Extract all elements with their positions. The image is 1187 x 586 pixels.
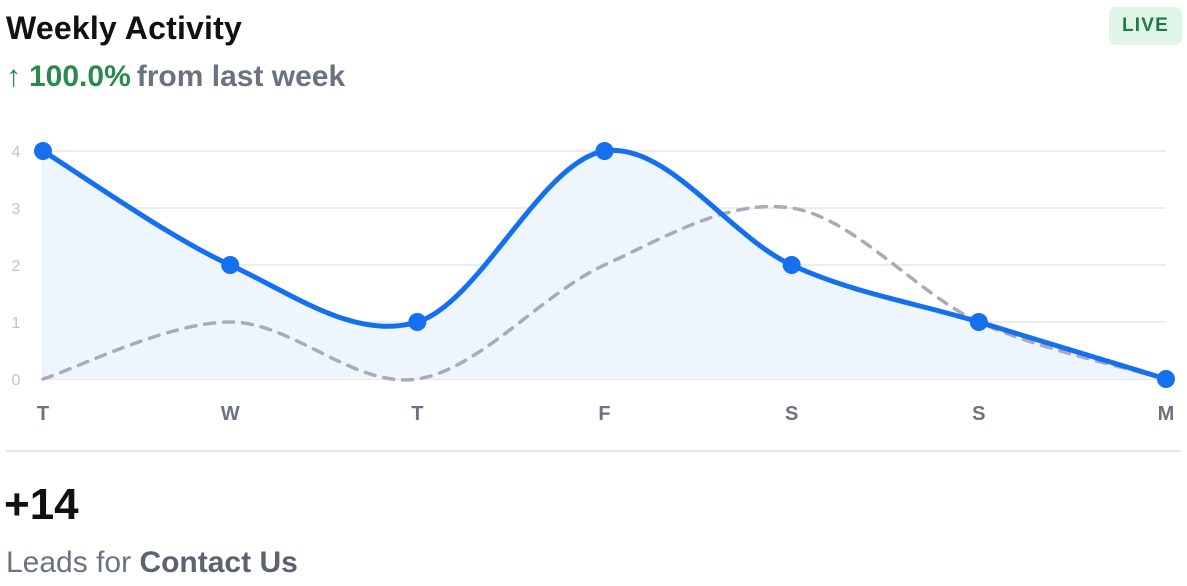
divider [6, 450, 1181, 452]
data-point[interactable] [969, 313, 988, 331]
data-point[interactable] [595, 142, 614, 160]
trend-suffix: from last week [136, 60, 346, 93]
x-tick-label: M [1158, 403, 1175, 425]
x-tick-label: T [411, 403, 423, 425]
trend-up-arrow-icon: ↑ [6, 60, 21, 93]
y-tick-label: 4 [12, 144, 21, 161]
live-badge: LIVE [1109, 7, 1182, 45]
data-point[interactable] [1157, 370, 1175, 388]
data-point[interactable] [34, 142, 52, 160]
trend-line: ↑ 100.0% from last week [6, 60, 345, 94]
x-tick-label: F [598, 403, 610, 425]
data-point[interactable] [408, 313, 427, 331]
y-tick-label: 3 [12, 201, 21, 218]
x-tick-label: T [37, 403, 49, 425]
data-point[interactable] [221, 256, 240, 274]
leads-total: +14 [4, 480, 79, 529]
leads-label-prefix: Leads for [6, 546, 132, 579]
y-tick-label: 1 [12, 315, 21, 332]
x-tick-label: W [221, 403, 240, 425]
x-tick-label: S [972, 403, 985, 425]
weekly-activity-chart: 0 1 2 3 4 T W T F S S M [12, 142, 1175, 425]
y-tick-label: 0 [12, 372, 21, 389]
card-title: Weekly Activity [6, 10, 242, 46]
data-point[interactable] [782, 256, 801, 274]
leads-caption: Leads for Contact Us [6, 546, 298, 580]
leads-label-target: Contact Us [139, 546, 298, 579]
x-tick-label: S [785, 403, 798, 425]
y-tick-label: 2 [12, 258, 21, 275]
trend-percent: 100.0% [29, 60, 131, 93]
